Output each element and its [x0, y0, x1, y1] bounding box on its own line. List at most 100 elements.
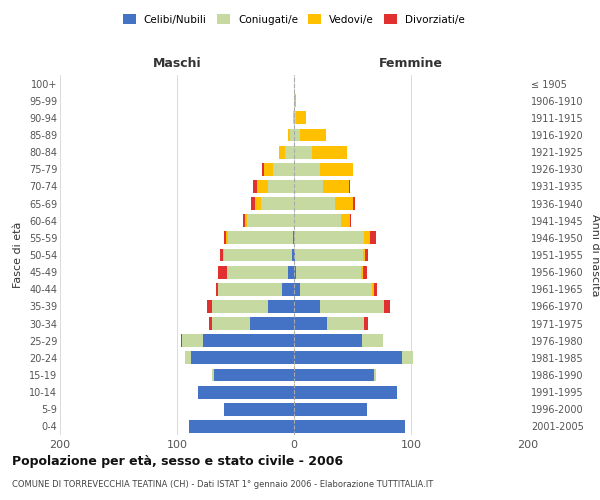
Y-axis label: Anni di nascita: Anni di nascita [590, 214, 600, 296]
Bar [212, 368, 214, 382]
Text: COMUNE DI TORREVECCHIA TEATINA (CH) - Dati ISTAT 1° gennaio 2006 - Elaborazione : COMUNE DI TORREVECCHIA TEATINA (CH) - Da… [12, 480, 433, 489]
Bar [294, 146, 311, 158]
Bar [401, 352, 413, 364]
Bar [212, 300, 268, 313]
Bar [294, 283, 300, 296]
Bar [311, 146, 347, 158]
Bar [290, 128, 294, 141]
Bar [294, 94, 295, 107]
Bar [273, 163, 294, 175]
Bar [363, 248, 365, 262]
Bar [341, 214, 350, 227]
Bar [227, 266, 288, 278]
Bar [242, 214, 245, 227]
Bar [294, 112, 296, 124]
Bar [335, 197, 353, 210]
Legend: Celibi/Nubili, Coniugati/e, Vedovi/e, Divorziati/e: Celibi/Nubili, Coniugati/e, Vedovi/e, Di… [119, 10, 469, 29]
Text: Femmine: Femmine [379, 57, 443, 70]
Bar [362, 334, 383, 347]
Bar [188, 420, 294, 433]
Bar [294, 352, 401, 364]
Bar [363, 266, 367, 278]
Bar [224, 232, 226, 244]
Bar [261, 197, 294, 210]
Bar [320, 300, 384, 313]
Bar [181, 334, 182, 347]
Bar [294, 386, 397, 398]
Bar [294, 197, 335, 210]
Bar [384, 300, 390, 313]
Bar [294, 403, 367, 415]
Bar [327, 317, 364, 330]
Bar [251, 197, 256, 210]
Bar [300, 128, 326, 141]
Bar [212, 317, 250, 330]
Bar [288, 128, 290, 141]
Bar [214, 368, 294, 382]
Bar [293, 112, 294, 124]
Bar [294, 128, 300, 141]
Text: Maschi: Maschi [152, 57, 202, 70]
Bar [288, 266, 294, 278]
Bar [256, 197, 261, 210]
Bar [257, 180, 268, 193]
Bar [294, 317, 327, 330]
Bar [191, 352, 294, 364]
Bar [215, 283, 218, 296]
Bar [353, 197, 355, 210]
Bar [220, 248, 223, 262]
Bar [294, 300, 320, 313]
Bar [296, 112, 306, 124]
Bar [283, 283, 294, 296]
Bar [245, 214, 247, 227]
Bar [226, 232, 229, 244]
Bar [294, 266, 296, 278]
Bar [250, 317, 294, 330]
Bar [294, 368, 374, 382]
Bar [279, 146, 284, 158]
Bar [268, 300, 294, 313]
Bar [294, 180, 323, 193]
Bar [209, 317, 212, 330]
Bar [185, 352, 191, 364]
Bar [247, 214, 294, 227]
Bar [284, 146, 294, 158]
Bar [349, 180, 350, 193]
Bar [292, 248, 294, 262]
Bar [253, 180, 257, 193]
Bar [229, 232, 293, 244]
Bar [262, 163, 263, 175]
Bar [263, 163, 273, 175]
Text: Popolazione per età, sesso e stato civile - 2006: Popolazione per età, sesso e stato civil… [12, 455, 343, 468]
Bar [295, 94, 296, 107]
Bar [364, 317, 368, 330]
Bar [203, 334, 294, 347]
Bar [300, 283, 373, 296]
Bar [198, 386, 294, 398]
Bar [224, 248, 292, 262]
Bar [294, 420, 405, 433]
Bar [294, 232, 364, 244]
Bar [268, 180, 294, 193]
Bar [370, 232, 376, 244]
Bar [182, 334, 203, 347]
Bar [294, 163, 320, 175]
Bar [364, 232, 370, 244]
Bar [296, 266, 361, 278]
Bar [361, 266, 363, 278]
Bar [218, 266, 227, 278]
Bar [323, 180, 349, 193]
Bar [294, 334, 362, 347]
Bar [218, 283, 283, 296]
Bar [294, 248, 295, 262]
Y-axis label: Fasce di età: Fasce di età [13, 222, 23, 288]
Bar [374, 283, 377, 296]
Bar [208, 300, 212, 313]
Bar [295, 248, 363, 262]
Bar [293, 232, 294, 244]
Bar [350, 214, 352, 227]
Bar [294, 214, 341, 227]
Bar [224, 403, 294, 415]
Bar [374, 368, 376, 382]
Bar [373, 283, 374, 296]
